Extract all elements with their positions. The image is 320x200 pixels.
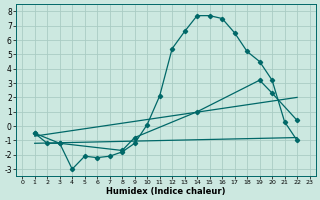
X-axis label: Humidex (Indice chaleur): Humidex (Indice chaleur)	[106, 187, 226, 196]
